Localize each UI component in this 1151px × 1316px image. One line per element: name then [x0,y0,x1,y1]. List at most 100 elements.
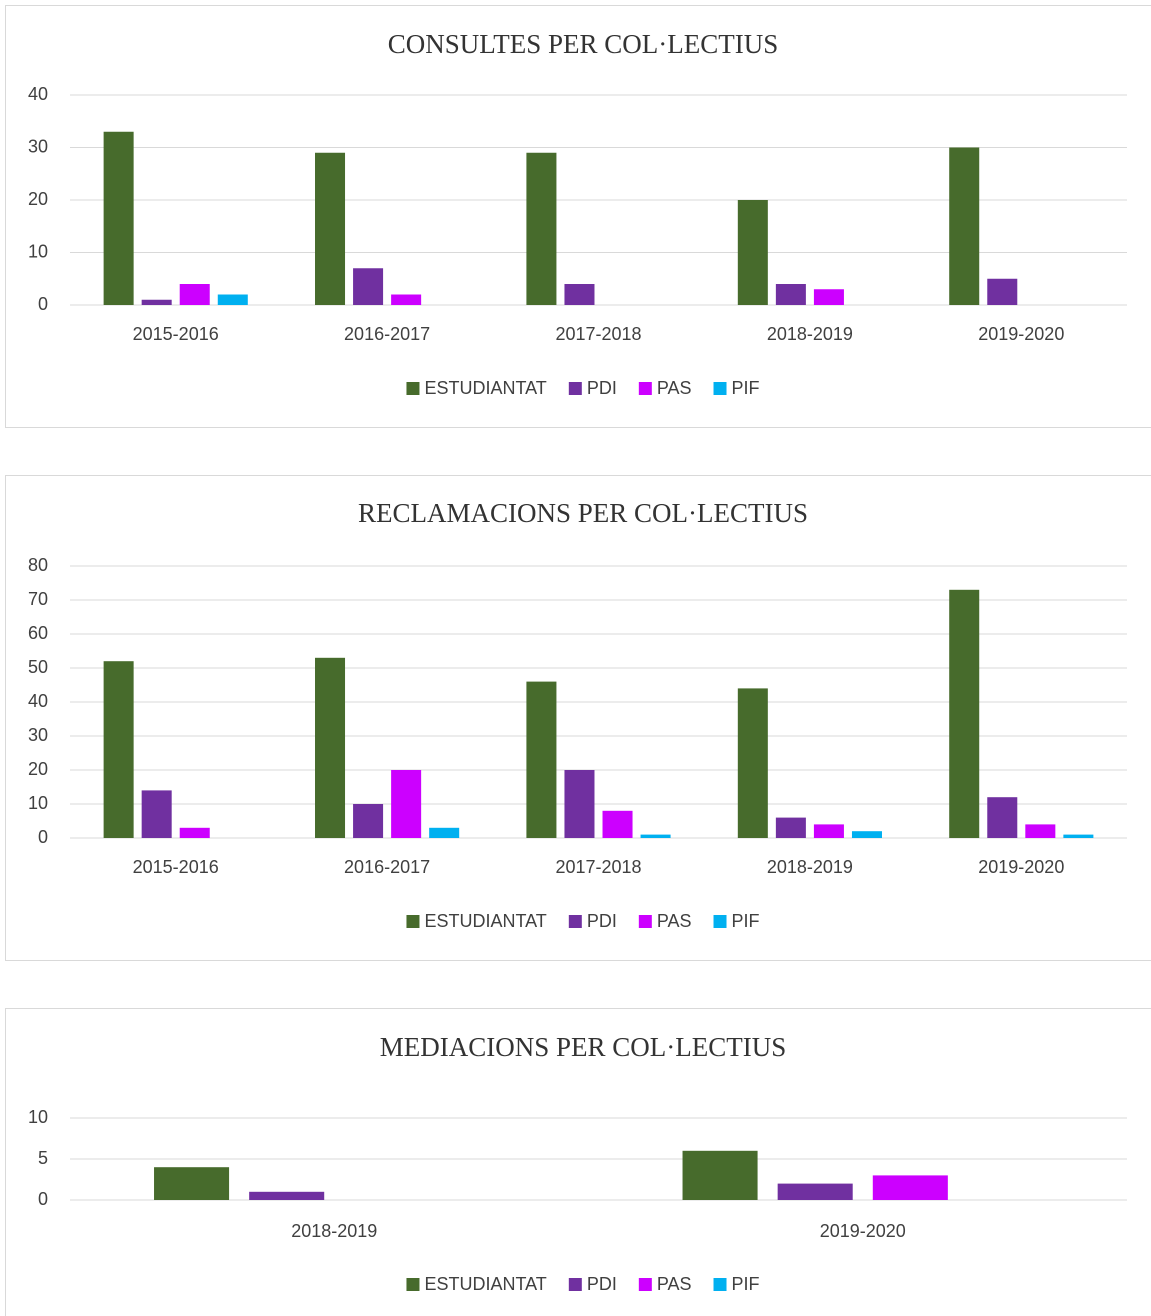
legend: ESTUDIANTAT PDI PAS PIF [406,911,760,931]
bar [179,284,210,305]
x-tick-label: 2016-2017 [344,324,430,344]
bar [987,797,1018,838]
legend-swatch [568,915,582,928]
bar [872,1175,948,1200]
y-tick-label: 0 [38,1189,48,1209]
chart: MEDIACIONS PER COL·LECTIUS 0 5 10 2018-2019 2… [5,1008,1151,1316]
bar [813,289,844,305]
y-tick-label: 20 [28,759,48,779]
bar [353,268,384,305]
chart-title: CONSULTES PER COL·LECTIUS [388,29,779,59]
bar [429,827,460,838]
y-tick-label: 40 [28,691,48,711]
bar [737,688,768,838]
bar [777,1183,853,1200]
legend-swatch [713,1278,727,1291]
legend-swatch [406,382,420,395]
chart: RECLAMACIONS PER COL·LECTIUS 0 10 20 30 40 50 6… [5,475,1151,961]
bar [564,284,595,305]
legend: ESTUDIANTAT PDI PAS PIF [406,378,760,398]
x-tick-label: 2019-2020 [978,324,1064,344]
chart-title: MEDIACIONS PER COL·LECTIUS [380,1032,787,1062]
bar [813,824,844,838]
bar [154,1167,230,1200]
x-tick-label: 2018-2019 [767,324,853,344]
legend-swatch [713,915,727,928]
legend-swatch [568,1278,582,1291]
legend: ESTUDIANTAT PDI PAS PIF [406,1274,760,1294]
x-tick-label: 2018-2019 [291,1221,377,1241]
bar [141,299,172,305]
legend-label: ESTUDIANTAT [424,911,546,931]
chart-title: RECLAMACIONS PER COL·LECTIUS [358,498,808,528]
bar [353,804,384,838]
bar [949,589,980,838]
x-tick-label: 2016-2017 [344,857,430,877]
legend-label: ESTUDIANTAT [424,1274,546,1294]
y-tick-label: 30 [28,725,48,745]
bar [775,817,806,838]
legend-label: ESTUDIANTAT [424,378,546,398]
y-tick-label: 10 [28,1107,48,1127]
bar [602,810,633,838]
x-tick-label: 2015-2016 [133,324,219,344]
bar [851,831,882,838]
legend-swatch [568,382,582,395]
x-tick-label: 2017-2018 [555,857,641,877]
legend-label: PIF [732,911,760,931]
bar [1025,824,1056,838]
bar [526,152,557,305]
bar [987,278,1018,305]
y-tick-label: 50 [28,657,48,677]
y-tick-label: 5 [38,1148,48,1168]
legend-label: PAS [657,911,692,931]
legend-swatch [638,382,652,395]
bar [249,1191,325,1200]
bar [391,770,422,838]
chart-frame [5,1008,1151,1316]
bar [103,661,134,838]
x-tick-label: 2017-2018 [555,324,641,344]
legend-label: PAS [657,378,692,398]
legend-label: PDI [587,911,617,931]
legend-swatch [406,1278,420,1291]
y-tick-label: 80 [28,555,48,575]
y-tick-label: 10 [28,241,48,261]
y-tick-label: 20 [28,189,48,209]
legend-label: PIF [732,1274,760,1294]
x-tick-label: 2019-2020 [820,1221,906,1241]
x-tick-label: 2019-2020 [978,857,1064,877]
chart: CONSULTES PER COL·LECTIUS 0 10 20 30 40 2015-2… [5,5,1151,428]
x-tick-label: 2015-2016 [133,857,219,877]
bar [315,152,346,305]
y-tick-label: 70 [28,589,48,609]
y-tick-label: 40 [28,84,48,104]
bar [315,657,346,838]
bar [141,790,172,838]
legend-swatch [713,382,727,395]
y-tick-label: 0 [38,294,48,314]
bar [640,834,671,838]
bar [775,284,806,305]
legend-swatch [638,1278,652,1291]
legend-label: PIF [732,378,760,398]
bar [949,147,980,305]
y-tick-label: 30 [28,136,48,156]
legend-label: PDI [587,1274,617,1294]
bar [682,1150,758,1200]
bar [564,770,595,838]
y-tick-label: 60 [28,623,48,643]
legend-label: PDI [587,378,617,398]
bar [391,294,422,305]
bar [217,294,248,305]
y-tick-label: 0 [38,827,48,847]
bar [103,131,134,305]
bar [179,827,210,838]
y-tick-label: 10 [28,793,48,813]
legend-swatch [638,915,652,928]
x-tick-label: 2018-2019 [767,857,853,877]
legend-label: PAS [657,1274,692,1294]
bar [526,681,557,838]
bar [737,200,768,305]
